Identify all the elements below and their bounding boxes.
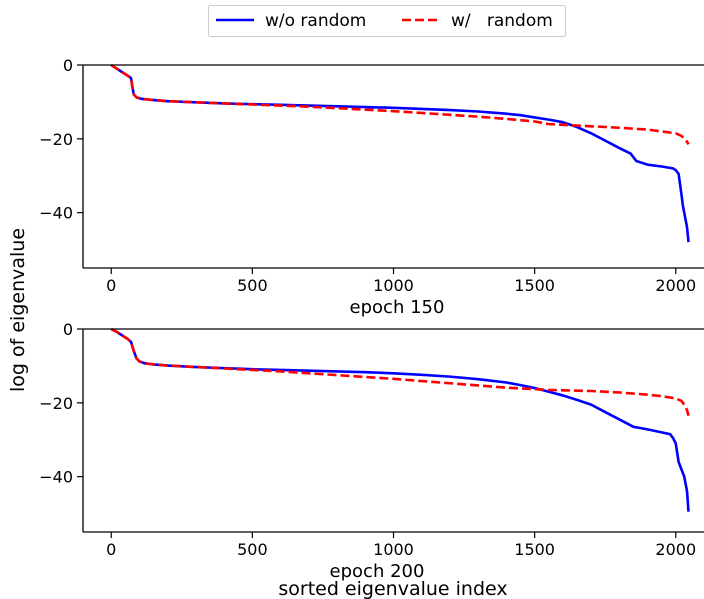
panel-1-x-ticks: 0 500 1000 1500 2000 [106, 268, 696, 295]
y-tick-label: −40 [39, 204, 73, 223]
y-tick-label: 0 [63, 56, 73, 75]
panel-1-label: epoch 150 [350, 297, 445, 318]
x-tick-label: 500 [237, 276, 268, 295]
x-tick-label: 1500 [514, 540, 555, 559]
x-tick-label: 500 [237, 540, 268, 559]
legend-label-dashed: w/ random [451, 11, 553, 31]
panel-epoch-150: 0 500 1000 1500 2000 0 −20 −40 epoch 150 [39, 56, 704, 318]
x-tick-label: 1500 [514, 276, 555, 295]
y-tick-label: −20 [39, 130, 73, 149]
panel-2-x-ticks: 0 500 1000 1500 2000 [106, 532, 696, 559]
x-tick-label: 0 [106, 276, 116, 295]
y-axis-label: log of eigenvalue [7, 228, 29, 392]
legend: w/o random w/ random [208, 5, 566, 37]
panel-1-y-ticks: 0 −20 −40 [39, 56, 83, 223]
y-tick-label: 0 [63, 320, 73, 339]
x-axis-label: sorted eigenvalue index [278, 578, 507, 599]
series-line-without-random-panel-2 [110, 327, 690, 512]
x-tick-label: 2000 [655, 540, 696, 559]
series-line-without-random-panel-1 [110, 63, 690, 243]
panel-1-series [110, 63, 690, 243]
series-line-with-random-panel-1 [110, 63, 690, 145]
x-tick-label: 2000 [655, 276, 696, 295]
panel-2-y-ticks: 0 −20 −40 [39, 320, 83, 487]
y-tick-label: −40 [39, 468, 73, 487]
panel-epoch-200: 0 500 1000 1500 2000 0 −20 −40 epoch 200 [39, 320, 704, 582]
panel-2-series [110, 327, 690, 512]
panel-2-label: epoch 200 [330, 561, 425, 582]
x-tick-label: 1000 [373, 276, 414, 295]
legend-label-solid: w/o random [265, 11, 366, 31]
series-line-with-random-panel-2 [110, 327, 690, 417]
y-tick-label: −20 [39, 394, 73, 413]
x-tick-label: 1000 [373, 540, 414, 559]
x-tick-label: 0 [106, 540, 116, 559]
legend-box [208, 5, 566, 37]
